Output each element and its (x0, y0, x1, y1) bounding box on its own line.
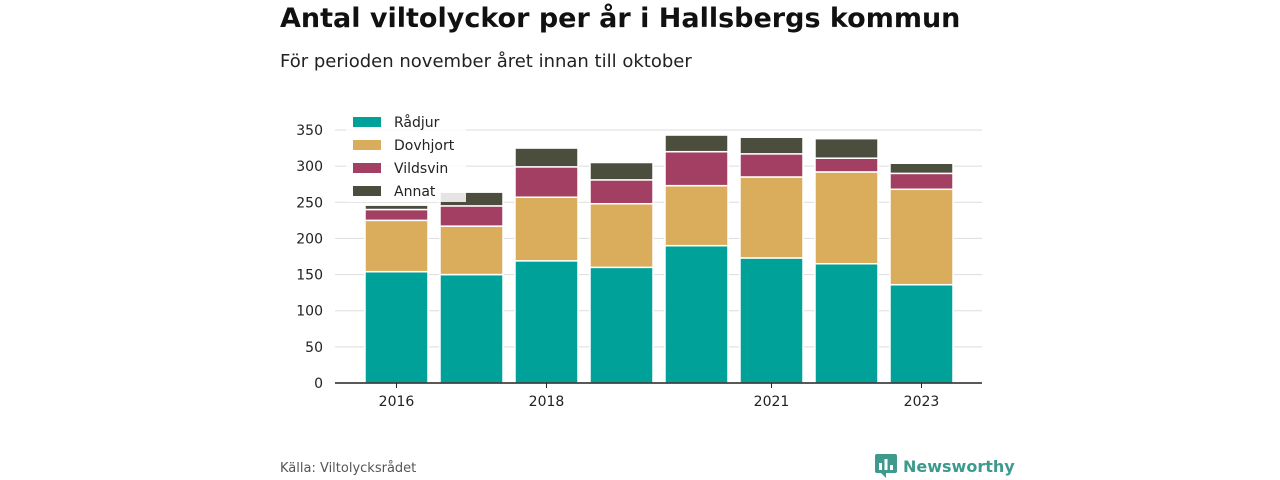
legend-swatch (353, 117, 381, 127)
bar-segment (514, 166, 579, 198)
bar-segment (364, 204, 429, 211)
bar-segment (439, 273, 504, 384)
chart-subtitle: För perioden november året innan till ok… (280, 51, 692, 72)
bar-segment (664, 244, 729, 384)
y-tick-label: 100 (296, 304, 323, 320)
bar-segment (514, 260, 579, 384)
brand-logo[interactable]: Newsworthy (875, 454, 1015, 478)
bar-segment (889, 172, 954, 191)
chart-title: Antal viltolyckor per år i Hallsbergs ko… (280, 3, 961, 34)
bar-segment (664, 184, 729, 247)
bar-segment (814, 171, 879, 265)
bar-segment (364, 219, 429, 273)
bar-segment (739, 136, 804, 155)
bar-segment (589, 179, 654, 205)
bar-segment (514, 196, 579, 262)
x-tick-label: 2023 (904, 394, 940, 410)
bar-segment (889, 188, 954, 286)
legend-swatch (353, 163, 381, 173)
bar-segment (439, 225, 504, 276)
bar-segment (364, 270, 429, 384)
bar-segment (589, 161, 654, 181)
y-tick-label: 350 (296, 123, 323, 139)
legend-label: Rådjur (394, 114, 440, 131)
x-tick-label: 2021 (754, 394, 790, 410)
legend-label: Dovhjort (394, 138, 455, 154)
bar-segment (439, 205, 504, 227)
brand-name: Newsworthy (903, 456, 1015, 476)
newsworthy-logo-icon (875, 454, 897, 478)
x-tick-label: 2018 (529, 394, 565, 410)
bar-segment (514, 147, 579, 168)
bar-segment (664, 134, 729, 153)
y-axis-ticks: 0 50 100 150 200 250 300 350 (296, 123, 323, 392)
bar-segment (814, 157, 879, 173)
legend-label: Annat (394, 184, 436, 200)
bar-segment (814, 137, 879, 159)
x-tick-label: 2016 (379, 394, 415, 410)
x-axis-ticks: 2016 2018 2021 2023 (379, 383, 940, 410)
bar-segment (739, 153, 804, 178)
y-tick-label: 50 (305, 340, 323, 356)
legend-label: Vildsvin (394, 161, 448, 177)
legend-swatch (353, 140, 381, 150)
source-note: Källa: Viltolycksrådet (280, 461, 417, 476)
bar-segment (889, 162, 954, 175)
y-tick-label: 200 (296, 231, 323, 247)
y-tick-label: 300 (296, 159, 323, 175)
y-tick-label: 250 (296, 195, 323, 211)
y-tick-label: 0 (314, 376, 323, 392)
bar-segment (664, 150, 729, 187)
bar-segment (364, 208, 429, 222)
bar-segment (739, 257, 804, 384)
bar-segment (814, 262, 879, 384)
legend: Rådjur Dovhjort Vildsvin Annat (346, 113, 466, 202)
bar-segment (589, 266, 654, 384)
bars (364, 134, 954, 384)
bar-segment (589, 202, 654, 269)
legend-swatch (353, 186, 381, 196)
bar-segment (889, 283, 954, 384)
y-tick-label: 150 (296, 268, 323, 284)
bar-segment (739, 176, 804, 259)
